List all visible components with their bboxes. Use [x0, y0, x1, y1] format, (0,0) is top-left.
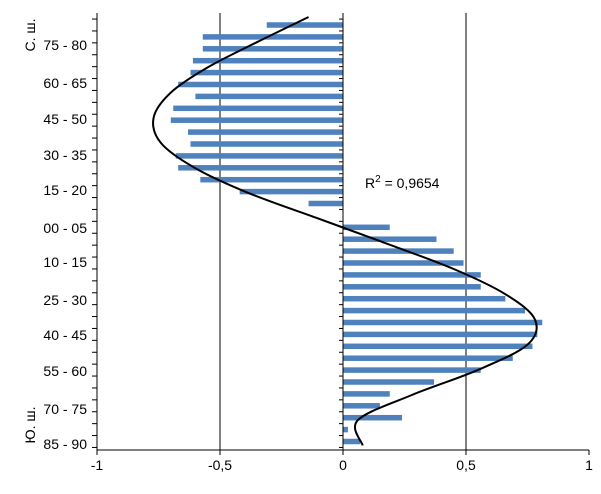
bar [188, 129, 343, 135]
y-tick-label: 10 - 15 [43, 254, 87, 270]
bar [343, 319, 543, 326]
r-squared-annotation: R2 = 0,9654 [365, 174, 440, 191]
y-tick-label: 45 - 50 [43, 111, 87, 127]
north-label: С. ш. [22, 18, 38, 51]
bar [173, 105, 343, 112]
bar [343, 224, 390, 231]
bar [343, 248, 454, 254]
bar [190, 141, 343, 147]
r2-value: = 0,9654 [381, 175, 440, 191]
bar [343, 284, 481, 290]
bars [170, 22, 543, 445]
bar [343, 355, 513, 361]
bar [343, 236, 437, 242]
bar [178, 81, 343, 88]
y-tick-label: 60 - 65 [43, 75, 87, 91]
y-tick-label: 70 - 75 [43, 401, 87, 417]
trend-line [152, 16, 538, 446]
bar [266, 22, 343, 28]
bar [200, 176, 343, 183]
bar [343, 414, 403, 421]
y-tick-label: 40 - 45 [43, 327, 87, 343]
south-label: Ю. ш. [22, 406, 38, 443]
bar [343, 403, 380, 409]
bar [308, 200, 343, 207]
x-tick-label: 0 [339, 457, 347, 473]
x-tick-label: 0,5 [456, 457, 476, 473]
y-tick-label: 30 - 35 [43, 147, 87, 163]
bar [192, 57, 343, 64]
bar [202, 46, 343, 52]
y-tick-label: 75 - 80 [43, 37, 87, 53]
bar [175, 153, 343, 159]
x-tick-label: -1 [91, 457, 104, 473]
y-tick-label: 25 - 30 [43, 292, 87, 308]
y-tick-label: 15 - 20 [43, 182, 87, 198]
x-tick-label: -0,5 [208, 457, 232, 473]
y-tick-label: 00 - 05 [43, 220, 87, 236]
bar [178, 165, 343, 171]
labels: 75 - 80 60 - 65 45 - 50 30 - 35 15 - 20 00 - … [43, 37, 593, 473]
bar [343, 307, 526, 314]
bar [343, 391, 390, 397]
y-tick-label: 55 - 60 [43, 363, 87, 379]
bar [343, 260, 464, 266]
bar [343, 438, 361, 445]
bar [190, 69, 343, 76]
bar [170, 117, 343, 123]
trend-curve [152, 16, 538, 446]
bar [239, 188, 343, 195]
bar [343, 379, 435, 385]
bar [343, 343, 533, 350]
bar [202, 34, 343, 40]
bar [343, 426, 348, 433]
r2-prefix: R [365, 175, 375, 191]
bar [343, 272, 481, 278]
bar [343, 331, 538, 338]
bar [343, 367, 481, 373]
axes [92, 13, 590, 455]
bar [195, 93, 343, 100]
bar [343, 295, 506, 302]
y-tick-label: 85 - 90 [43, 436, 87, 452]
r2-sup: 2 [375, 174, 381, 185]
x-tick-label: 1 [585, 457, 593, 473]
